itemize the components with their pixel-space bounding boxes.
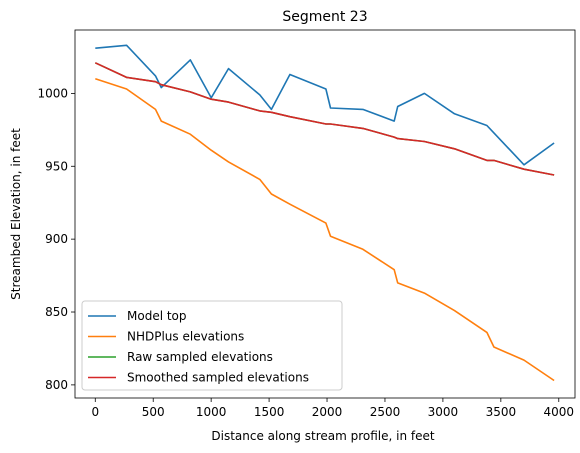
series-line xyxy=(94,62,555,176)
y-tick-label: 850 xyxy=(45,305,68,319)
y-axis-ticks: 800 850 900 950 1000 xyxy=(37,86,75,392)
y-tick-label: 1000 xyxy=(37,86,68,100)
y-axis-label: Streambed Elevation, in feet xyxy=(9,128,23,300)
x-tick-label: 1000 xyxy=(196,405,227,419)
plot-frame xyxy=(74,29,576,399)
x-tick-label: 0 xyxy=(91,405,99,419)
y-tick-label: 950 xyxy=(45,159,68,173)
series-line xyxy=(95,78,555,382)
x-tick-label: 3000 xyxy=(428,405,459,419)
x-tick-label: 4000 xyxy=(544,405,575,419)
legend: Model top NHDPlus elevations Raw sampled e… xyxy=(81,300,343,391)
x-tick-label: 3500 xyxy=(486,405,517,419)
legend-label: Raw sampled elevations xyxy=(127,350,273,364)
x-tick-label: 500 xyxy=(142,405,165,419)
legend-entries: Model top NHDPlus elevations Raw sampled e… xyxy=(88,309,309,385)
y-tick-label: 800 xyxy=(45,378,68,392)
series-line xyxy=(94,62,555,176)
x-tick-label: 2000 xyxy=(312,405,343,419)
y-tick-label: 900 xyxy=(45,232,68,246)
series-layer xyxy=(94,44,555,382)
x-axis-ticks: 0 500 1000 1500 2000 2500 3000 3500 4000 xyxy=(91,398,574,419)
legend-frame xyxy=(81,300,343,391)
legend-label: Smoothed sampled elevations xyxy=(127,371,309,385)
chart-title: Segment 23 xyxy=(282,9,367,25)
series-line xyxy=(95,44,555,166)
x-tick-label: 1500 xyxy=(254,405,285,419)
x-axis-label: Distance along stream profile, in feet xyxy=(211,429,434,443)
x-tick-label: 2500 xyxy=(370,405,401,419)
legend-label: Model top xyxy=(127,309,187,323)
plot-area xyxy=(74,29,576,399)
legend-label: NHDPlus elevations xyxy=(127,330,244,344)
